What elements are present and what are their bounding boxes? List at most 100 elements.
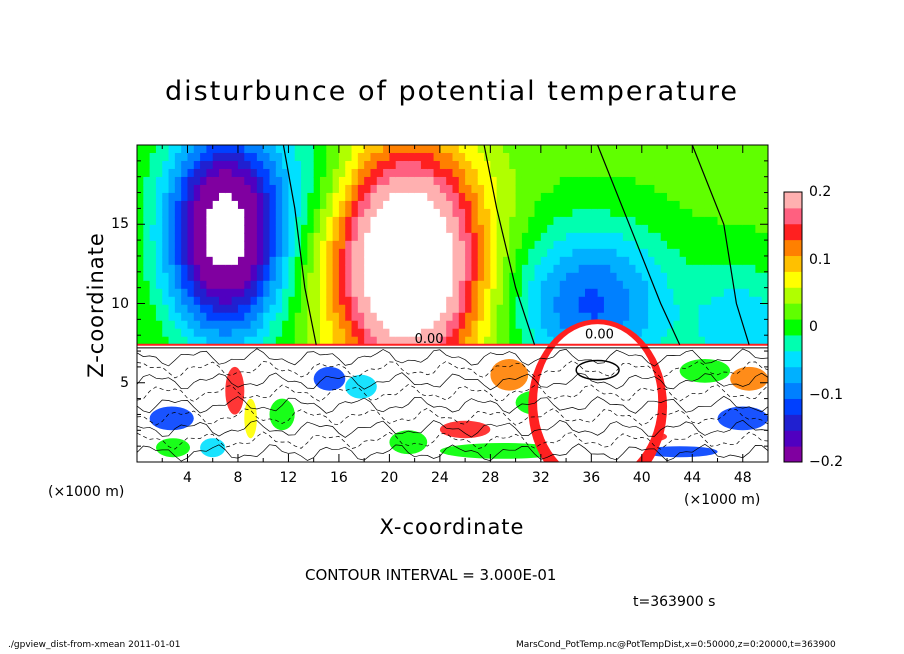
colorbar-swatch	[784, 414, 802, 431]
field-cell	[219, 216, 226, 226]
field-cell	[364, 216, 372, 226]
field-cell	[256, 312, 264, 322]
field-cell	[250, 264, 258, 274]
field-cell	[635, 216, 643, 226]
x-tick-label: 32	[531, 470, 550, 486]
field-cell	[547, 280, 555, 290]
field-cell	[389, 216, 397, 226]
field-cell	[200, 296, 208, 306]
field-cell	[603, 224, 611, 234]
field-cell	[484, 192, 491, 202]
field-cell	[237, 208, 245, 218]
field-cell	[282, 168, 290, 178]
field-cell	[673, 232, 681, 242]
field-cell	[515, 152, 523, 162]
field-cell	[174, 232, 182, 242]
field-cell	[736, 304, 744, 314]
field-cell	[237, 288, 245, 298]
field-cell	[376, 288, 384, 298]
field-cell	[427, 224, 435, 234]
field-cell	[761, 200, 768, 210]
field-cell	[559, 232, 567, 242]
field-cell	[641, 184, 649, 194]
field-cell	[585, 272, 592, 282]
field-cell	[629, 192, 637, 202]
field-cell	[294, 312, 302, 322]
field-cell	[553, 192, 561, 202]
field-cell	[559, 216, 567, 226]
field-cell	[294, 264, 302, 274]
field-cell	[761, 192, 768, 202]
field-cell	[755, 272, 763, 282]
field-cell	[364, 328, 372, 338]
field-cell	[704, 208, 712, 218]
field-cell	[301, 152, 308, 162]
field-cell	[212, 145, 220, 154]
field-cell	[433, 264, 441, 274]
field-cell	[559, 280, 567, 290]
field-cell	[364, 304, 372, 314]
field-cell	[528, 232, 536, 242]
field-cell	[484, 216, 491, 226]
field-cell	[338, 256, 346, 266]
field-cell	[648, 248, 656, 258]
field-cell	[383, 176, 390, 186]
field-cell	[269, 160, 277, 170]
field-cell	[553, 280, 561, 290]
field-cell	[206, 336, 214, 346]
field-cell	[540, 176, 548, 186]
field-cell	[383, 288, 390, 298]
field-cell	[288, 240, 296, 250]
field-cell	[717, 336, 725, 346]
field-cell	[755, 145, 763, 154]
field-cell	[250, 288, 258, 298]
field-cell	[326, 184, 334, 194]
field-cell	[528, 288, 536, 298]
field-cell	[402, 288, 409, 298]
field-cell	[515, 328, 523, 338]
field-cell	[326, 288, 334, 298]
field-cell	[446, 304, 454, 314]
field-cell	[704, 288, 712, 298]
field-cell	[275, 304, 283, 314]
field-cell	[698, 272, 706, 282]
field-cell	[212, 152, 220, 162]
field-cell	[465, 248, 473, 258]
field-cell	[711, 192, 719, 202]
field-cell	[143, 168, 151, 178]
field-cell	[711, 200, 719, 210]
field-cell	[282, 272, 290, 282]
field-cell	[383, 256, 390, 266]
x-axis-label: X-coordinate	[379, 515, 525, 539]
field-cell	[389, 224, 397, 234]
field-cell	[219, 248, 226, 258]
field-cell	[219, 304, 226, 314]
field-cell	[263, 208, 271, 218]
field-cell	[730, 328, 738, 338]
x-unit-label-left: (×1000 m)	[48, 484, 125, 500]
field-cell	[749, 240, 756, 250]
field-cell	[667, 152, 674, 162]
field-cell	[301, 168, 308, 178]
field-cell	[603, 184, 611, 194]
field-cell	[597, 248, 605, 258]
field-cell	[622, 304, 630, 314]
field-cell	[698, 200, 706, 210]
turbulent-band	[313, 366, 346, 391]
field-cell	[364, 160, 372, 170]
field-cell	[275, 296, 283, 306]
field-cell	[755, 232, 763, 242]
field-cell	[616, 216, 624, 226]
field-cell	[357, 184, 365, 194]
contour-interval-label: CONTOUR INTERVAL = 3.000E-01	[305, 566, 557, 584]
field-cell	[376, 168, 384, 178]
field-cell	[761, 224, 768, 234]
field-cell	[749, 312, 756, 322]
field-cell	[187, 152, 195, 162]
field-cell	[237, 328, 245, 338]
field-cell	[275, 288, 283, 298]
field-cell	[553, 248, 561, 258]
field-cell	[345, 200, 353, 210]
field-cell	[439, 168, 447, 178]
field-cell	[212, 312, 220, 322]
